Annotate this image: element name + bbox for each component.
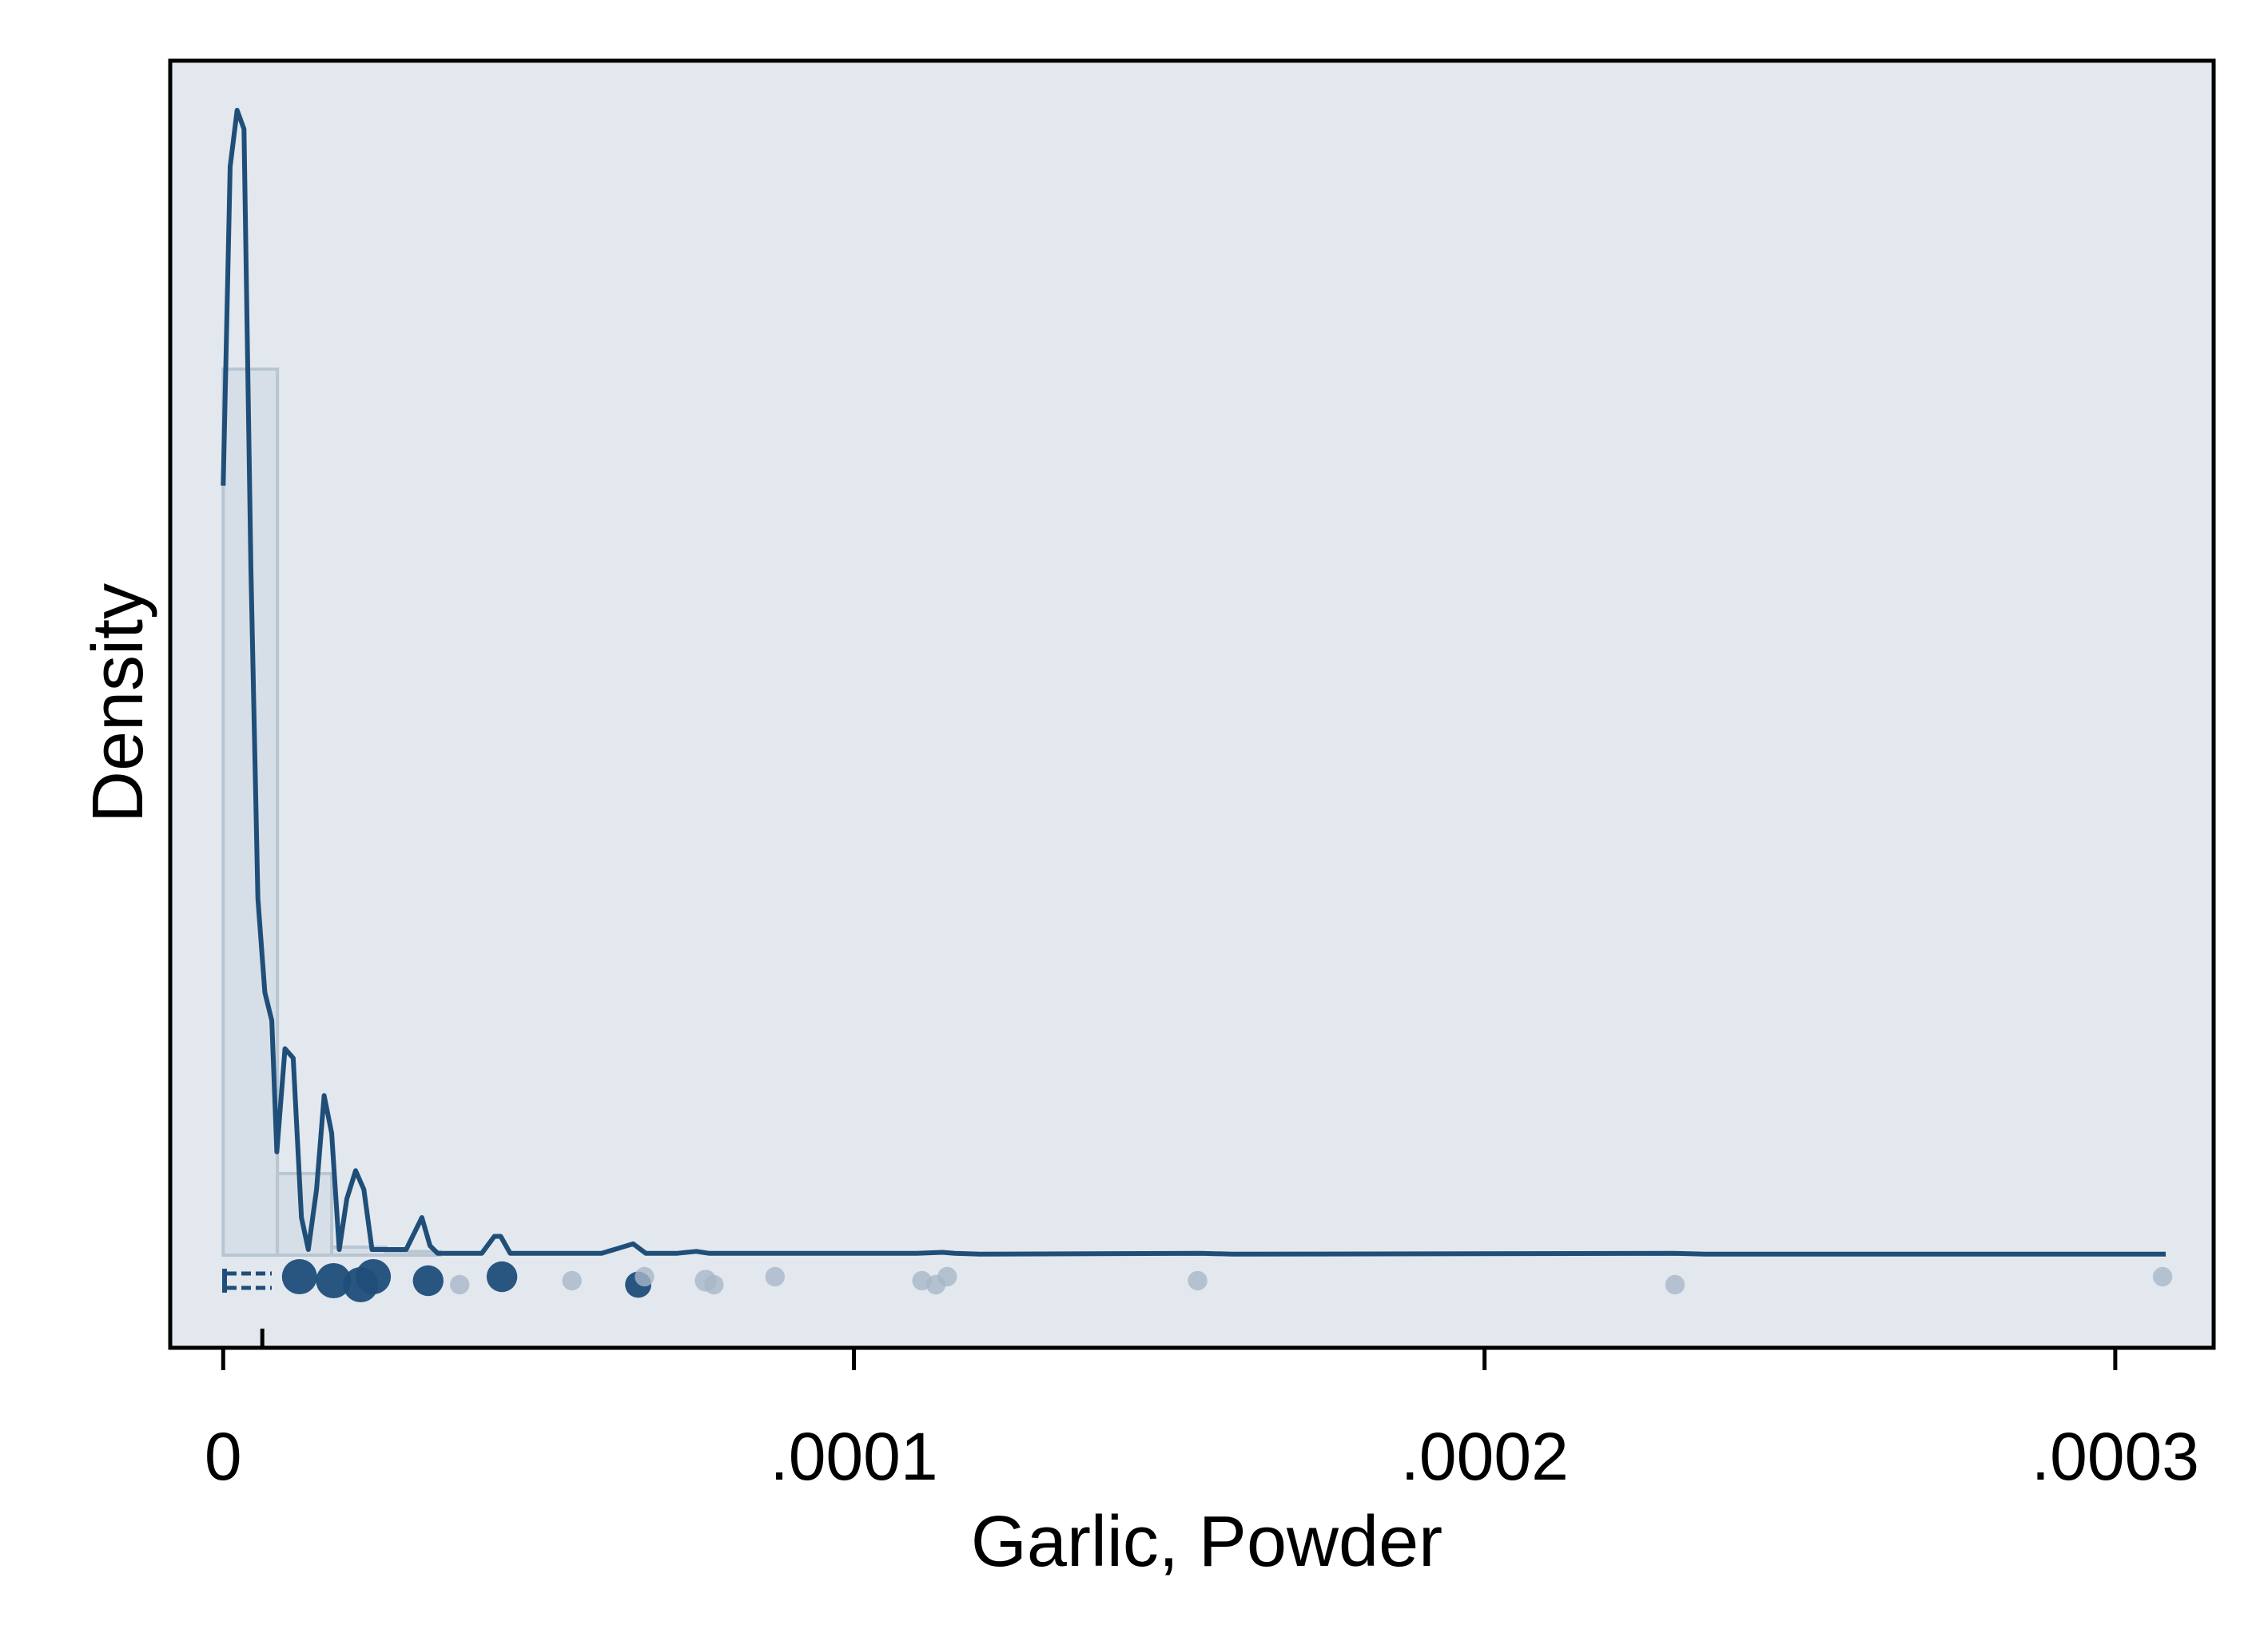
- histogram-bar: [384, 1250, 442, 1257]
- rug-point: [316, 1263, 352, 1298]
- x-axis-title: Garlic, Powder: [971, 1502, 1442, 1582]
- rug-point: [562, 1270, 582, 1291]
- rug-point: [704, 1274, 724, 1295]
- y-axis-title: Density: [78, 583, 158, 823]
- x-tick-label: .0003: [2031, 1419, 2199, 1494]
- x-tick-label: .0002: [1401, 1419, 1569, 1494]
- rug-point: [486, 1261, 518, 1293]
- plot-area: [170, 61, 2214, 1348]
- rug-point: [635, 1266, 655, 1287]
- rug-point: [450, 1274, 470, 1295]
- rug-point: [765, 1266, 785, 1287]
- rug-point: [281, 1259, 317, 1294]
- rug-point: [1665, 1274, 1685, 1295]
- x-tick-label: .0001: [770, 1419, 937, 1494]
- density-curve: [221, 108, 2166, 1257]
- rug-point: [2152, 1266, 2173, 1287]
- rug-point: [1188, 1270, 1208, 1291]
- rug-point: [412, 1265, 444, 1297]
- rug-point: [937, 1266, 957, 1287]
- rug-points: [281, 1259, 2173, 1302]
- mini-boxplot: [222, 1269, 272, 1293]
- x-tick-label: 0: [205, 1419, 242, 1494]
- x-axis-ticks: 0 .0001 .0002 .0003: [205, 1348, 2199, 1494]
- rug-point: [356, 1259, 392, 1294]
